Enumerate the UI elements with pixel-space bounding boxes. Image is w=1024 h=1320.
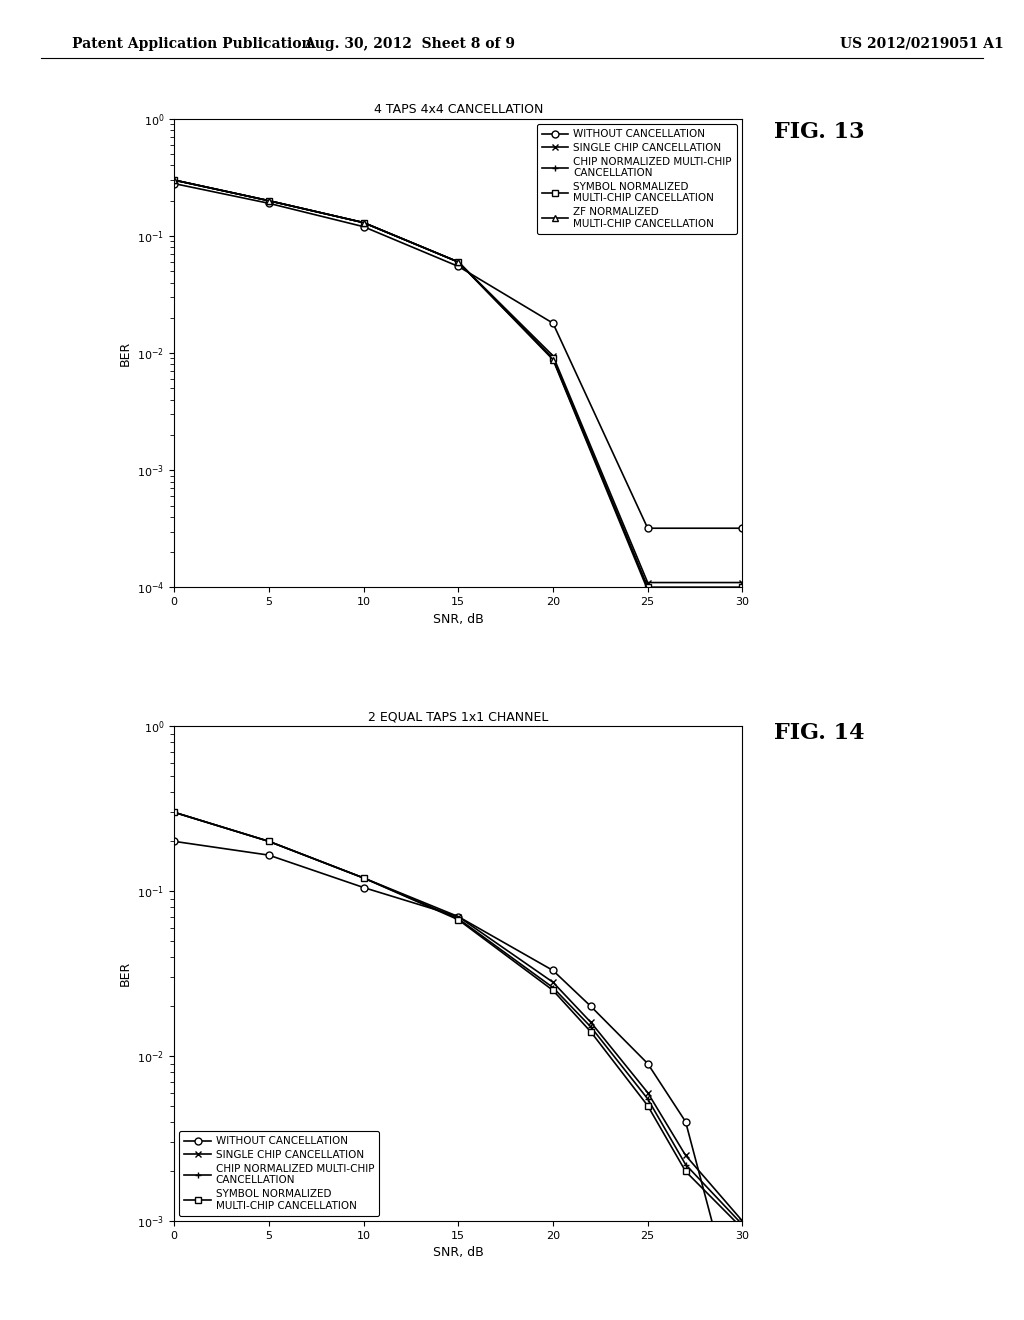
SYMBOL NORMALIZED
MULTI-CHIP CANCELLATION [453,912,465,928]
WITHOUT CANCELLATION [585,998,597,1014]
ZF NORMALIZED
MULTI-CHIP CANCELLATION [641,582,654,598]
Line: ZF NORMALIZED
MULTI-CHIP CANCELLATION: ZF NORMALIZED MULTI-CHIP CANCELLATION [171,177,745,594]
CHIP NORMALIZED MULTI-CHIP
CANCELLATION [547,351,559,367]
WITHOUT CANCELLATION [262,847,274,863]
SINGLE CHIP CANCELLATION [641,574,654,590]
SYMBOL NORMALIZED
MULTI-CHIP CANCELLATION [262,833,274,849]
ZF NORMALIZED
MULTI-CHIP CANCELLATION [168,172,180,187]
Y-axis label: BER: BER [119,961,132,986]
CHIP NORMALIZED MULTI-CHIP
CANCELLATION [168,172,180,187]
SYMBOL NORMALIZED
MULTI-CHIP CANCELLATION [641,1098,654,1114]
Line: SYMBOL NORMALIZED
MULTI-CHIP CANCELLATION: SYMBOL NORMALIZED MULTI-CHIP CANCELLATIO… [171,809,745,1232]
Text: Patent Application Publication: Patent Application Publication [72,37,311,50]
X-axis label: SNR, dB: SNR, dB [433,612,483,626]
WITHOUT CANCELLATION [168,176,180,191]
SINGLE CHIP CANCELLATION [641,1085,654,1101]
Line: SINGLE CHIP CANCELLATION: SINGLE CHIP CANCELLATION [171,177,745,586]
CHIP NORMALIZED MULTI-CHIP
CANCELLATION [641,579,654,595]
SINGLE CHIP CANCELLATION [357,215,370,231]
CHIP NORMALIZED MULTI-CHIP
CANCELLATION [168,804,180,820]
Line: WITHOUT CANCELLATION: WITHOUT CANCELLATION [171,180,745,532]
WITHOUT CANCELLATION [357,879,370,895]
Line: WITHOUT CANCELLATION: WITHOUT CANCELLATION [171,838,745,1320]
SYMBOL NORMALIZED
MULTI-CHIP CANCELLATION [168,172,180,187]
WITHOUT CANCELLATION [641,520,654,536]
WITHOUT CANCELLATION [453,908,465,924]
SINGLE CHIP CANCELLATION [357,870,370,886]
SINGLE CHIP CANCELLATION [547,974,559,990]
SYMBOL NORMALIZED
MULTI-CHIP CANCELLATION [680,1163,692,1179]
SINGLE CHIP CANCELLATION [262,193,274,209]
Text: Aug. 30, 2012  Sheet 8 of 9: Aug. 30, 2012 Sheet 8 of 9 [304,37,515,50]
Line: SINGLE CHIP CANCELLATION: SINGLE CHIP CANCELLATION [171,809,745,1225]
WITHOUT CANCELLATION [736,520,749,536]
Title: 4 TAPS 4x4 CANCELLATION: 4 TAPS 4x4 CANCELLATION [374,103,543,116]
ZF NORMALIZED
MULTI-CHIP CANCELLATION [262,193,274,209]
SYMBOL NORMALIZED
MULTI-CHIP CANCELLATION [736,579,749,595]
SYMBOL NORMALIZED
MULTI-CHIP CANCELLATION [547,982,559,998]
Y-axis label: BER: BER [119,341,131,366]
ZF NORMALIZED
MULTI-CHIP CANCELLATION [453,253,465,269]
Title: 2 EQUAL TAPS 1x1 CHANNEL: 2 EQUAL TAPS 1x1 CHANNEL [368,710,549,723]
Legend: WITHOUT CANCELLATION, SINGLE CHIP CANCELLATION, CHIP NORMALIZED MULTI-CHIP
CANCE: WITHOUT CANCELLATION, SINGLE CHIP CANCEL… [537,124,737,234]
SINGLE CHIP CANCELLATION [168,804,180,820]
CHIP NORMALIZED MULTI-CHIP
CANCELLATION [641,1090,654,1106]
Legend: WITHOUT CANCELLATION, SINGLE CHIP CANCELLATION, CHIP NORMALIZED MULTI-CHIP
CANCE: WITHOUT CANCELLATION, SINGLE CHIP CANCEL… [179,1131,380,1216]
ZF NORMALIZED
MULTI-CHIP CANCELLATION [736,582,749,598]
CHIP NORMALIZED MULTI-CHIP
CANCELLATION [357,215,370,231]
SINGLE CHIP CANCELLATION [453,253,465,269]
WITHOUT CANCELLATION [453,259,465,275]
SINGLE CHIP CANCELLATION [262,833,274,849]
Line: CHIP NORMALIZED MULTI-CHIP
CANCELLATION: CHIP NORMALIZED MULTI-CHIP CANCELLATION [171,177,745,591]
CHIP NORMALIZED MULTI-CHIP
CANCELLATION [585,1019,597,1035]
CHIP NORMALIZED MULTI-CHIP
CANCELLATION [453,911,465,927]
CHIP NORMALIZED MULTI-CHIP
CANCELLATION [357,870,370,886]
CHIP NORMALIZED MULTI-CHIP
CANCELLATION [262,833,274,849]
WITHOUT CANCELLATION [547,962,559,978]
WITHOUT CANCELLATION [168,833,180,849]
SINGLE CHIP CANCELLATION [585,1014,597,1030]
CHIP NORMALIZED MULTI-CHIP
CANCELLATION [680,1156,692,1172]
CHIP NORMALIZED MULTI-CHIP
CANCELLATION [736,579,749,595]
WITHOUT CANCELLATION [680,1114,692,1130]
Text: FIG. 14: FIG. 14 [774,722,864,743]
WITHOUT CANCELLATION [357,219,370,235]
ZF NORMALIZED
MULTI-CHIP CANCELLATION [547,351,559,367]
Text: FIG. 13: FIG. 13 [774,121,864,143]
SINGLE CHIP CANCELLATION [736,574,749,590]
SINGLE CHIP CANCELLATION [736,1213,749,1229]
CHIP NORMALIZED MULTI-CHIP
CANCELLATION [736,1217,749,1233]
Line: CHIP NORMALIZED MULTI-CHIP
CANCELLATION: CHIP NORMALIZED MULTI-CHIP CANCELLATION [171,809,745,1228]
WITHOUT CANCELLATION [641,1056,654,1072]
X-axis label: SNR, dB: SNR, dB [433,1246,483,1259]
SINGLE CHIP CANCELLATION [453,908,465,924]
CHIP NORMALIZED MULTI-CHIP
CANCELLATION [262,193,274,209]
Line: SYMBOL NORMALIZED
MULTI-CHIP CANCELLATION: SYMBOL NORMALIZED MULTI-CHIP CANCELLATIO… [171,177,745,591]
SINGLE CHIP CANCELLATION [547,347,559,363]
SYMBOL NORMALIZED
MULTI-CHIP CANCELLATION [736,1221,749,1237]
SINGLE CHIP CANCELLATION [168,172,180,187]
WITHOUT CANCELLATION [547,315,559,331]
CHIP NORMALIZED MULTI-CHIP
CANCELLATION [453,253,465,269]
SYMBOL NORMALIZED
MULTI-CHIP CANCELLATION [585,1024,597,1040]
CHIP NORMALIZED MULTI-CHIP
CANCELLATION [547,979,559,995]
WITHOUT CANCELLATION [262,195,274,211]
Text: US 2012/0219051 A1: US 2012/0219051 A1 [840,37,1004,50]
SYMBOL NORMALIZED
MULTI-CHIP CANCELLATION [453,253,465,269]
SYMBOL NORMALIZED
MULTI-CHIP CANCELLATION [357,215,370,231]
SINGLE CHIP CANCELLATION [680,1147,692,1163]
SYMBOL NORMALIZED
MULTI-CHIP CANCELLATION [357,870,370,886]
SYMBOL NORMALIZED
MULTI-CHIP CANCELLATION [168,804,180,820]
SYMBOL NORMALIZED
MULTI-CHIP CANCELLATION [641,579,654,595]
SYMBOL NORMALIZED
MULTI-CHIP CANCELLATION [262,193,274,209]
SYMBOL NORMALIZED
MULTI-CHIP CANCELLATION [547,351,559,367]
ZF NORMALIZED
MULTI-CHIP CANCELLATION [357,215,370,231]
